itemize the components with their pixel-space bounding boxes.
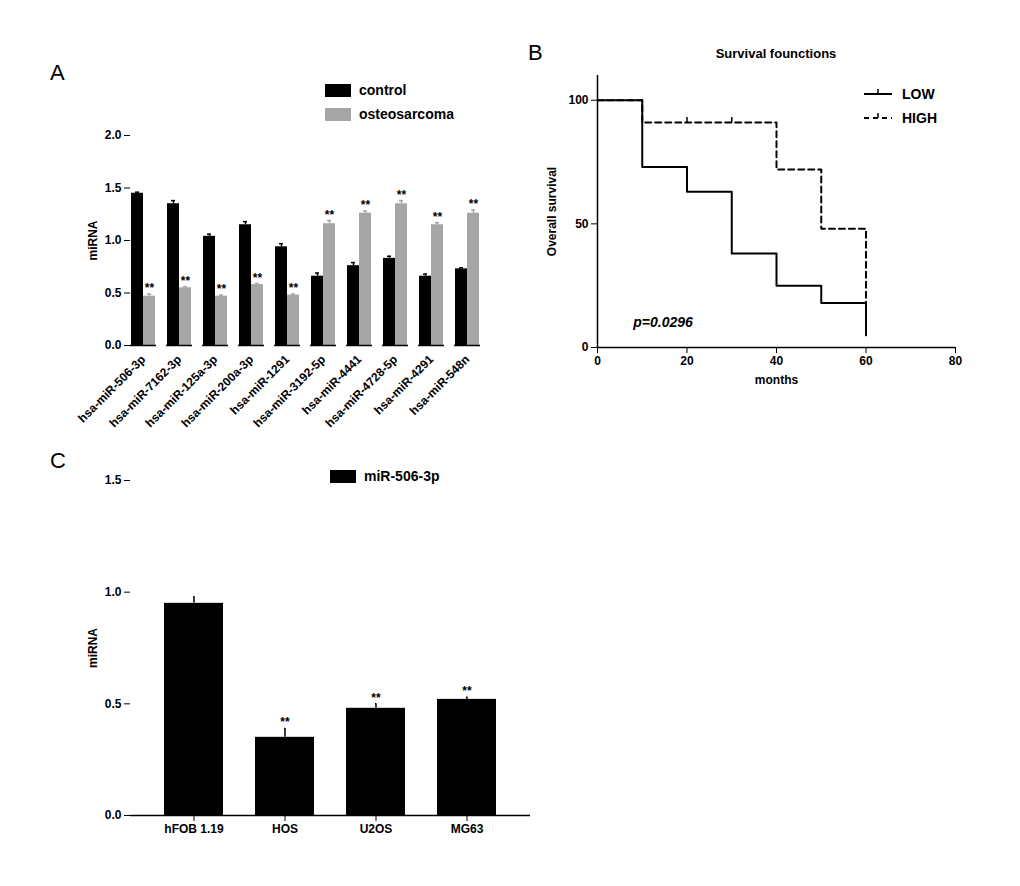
html-text:A: A (50, 60, 65, 85)
svg-text:p=0.0296: p=0.0296 (632, 314, 693, 330)
svg-text:hFOB 1.19: hFOB 1.19 (164, 822, 224, 836)
svg-text:**: ** (289, 281, 299, 295)
html-text:C: C (50, 448, 66, 473)
svg-text:U2OS: U2OS (360, 822, 393, 836)
svg-text:**: ** (361, 198, 371, 212)
html-text:control: control (359, 82, 407, 98)
svg-text:0.0: 0.0 (105, 808, 122, 822)
svg-text:miRNA: miRNA (86, 628, 100, 668)
svg-text:40: 40 (770, 354, 784, 368)
svg-text:Overall survival: Overall survival (545, 167, 559, 256)
svg-text:hsa-miR-125a-3p: hsa-miR-125a-3p (142, 352, 221, 431)
svg-text:**: ** (145, 281, 155, 295)
svg-text:**: ** (433, 210, 443, 224)
svg-text:**: ** (217, 282, 227, 296)
svg-text:**: ** (253, 271, 263, 285)
svg-text:hsa-miR-3192-5p: hsa-miR-3192-5p (250, 352, 329, 431)
svg-text:hsa-miR-200a-3p: hsa-miR-200a-3p (178, 352, 257, 431)
svg-text:hsa-miR-506-3p: hsa-miR-506-3p (75, 352, 149, 426)
svg-text:0: 0 (582, 340, 589, 354)
svg-text:20: 20 (680, 354, 694, 368)
html-text:osteosarcoma: osteosarcoma (359, 106, 454, 122)
svg-text:**: ** (181, 274, 191, 288)
svg-text:100: 100 (568, 93, 588, 107)
svg-text:0: 0 (594, 354, 601, 368)
svg-text:hsa-miR-548n: hsa-miR-548n (407, 352, 473, 418)
html-text:LOW: LOW (902, 86, 935, 102)
svg-text:1.0: 1.0 (105, 233, 122, 247)
svg-text:0.5: 0.5 (105, 286, 122, 300)
svg-text:**: ** (371, 691, 381, 705)
svg-text:1.5: 1.5 (105, 181, 122, 195)
svg-text:0.0: 0.0 (105, 338, 122, 352)
svg-text:80: 80 (949, 354, 963, 368)
svg-text:hsa-miR-7162-3p: hsa-miR-7162-3p (106, 352, 185, 431)
svg-text:**: ** (325, 208, 335, 222)
svg-text:60: 60 (859, 354, 873, 368)
svg-text:miRNA: miRNA (86, 220, 100, 260)
svg-text:months: months (755, 373, 799, 387)
svg-text:**: ** (462, 684, 472, 698)
svg-text:hsa-miR-4728-5p: hsa-miR-4728-5p (322, 352, 401, 431)
svg-text:0.5: 0.5 (105, 697, 122, 711)
svg-text:HOS: HOS (272, 822, 298, 836)
svg-text:hsa-miR-4291: hsa-miR-4291 (371, 352, 437, 418)
svg-text:1.0: 1.0 (105, 585, 122, 599)
html-text:miR-506-3p: miR-506-3p (364, 468, 440, 484)
svg-text:2.0: 2.0 (105, 128, 122, 142)
svg-text:hsa-miR-4441: hsa-miR-4441 (299, 352, 365, 418)
svg-text:**: ** (469, 197, 479, 211)
svg-text:**: ** (397, 188, 407, 202)
svg-text:1.5: 1.5 (105, 473, 122, 487)
html-text:HIGH: HIGH (902, 110, 937, 126)
svg-text:hsa-miR-1291: hsa-miR-1291 (227, 352, 293, 418)
html-text:B: B (528, 40, 543, 65)
html-text:Survival founctions: Survival founctions (715, 46, 837, 61)
svg-text:**: ** (280, 715, 290, 729)
svg-text:50: 50 (575, 217, 589, 231)
svg-text:MG63: MG63 (451, 822, 484, 836)
